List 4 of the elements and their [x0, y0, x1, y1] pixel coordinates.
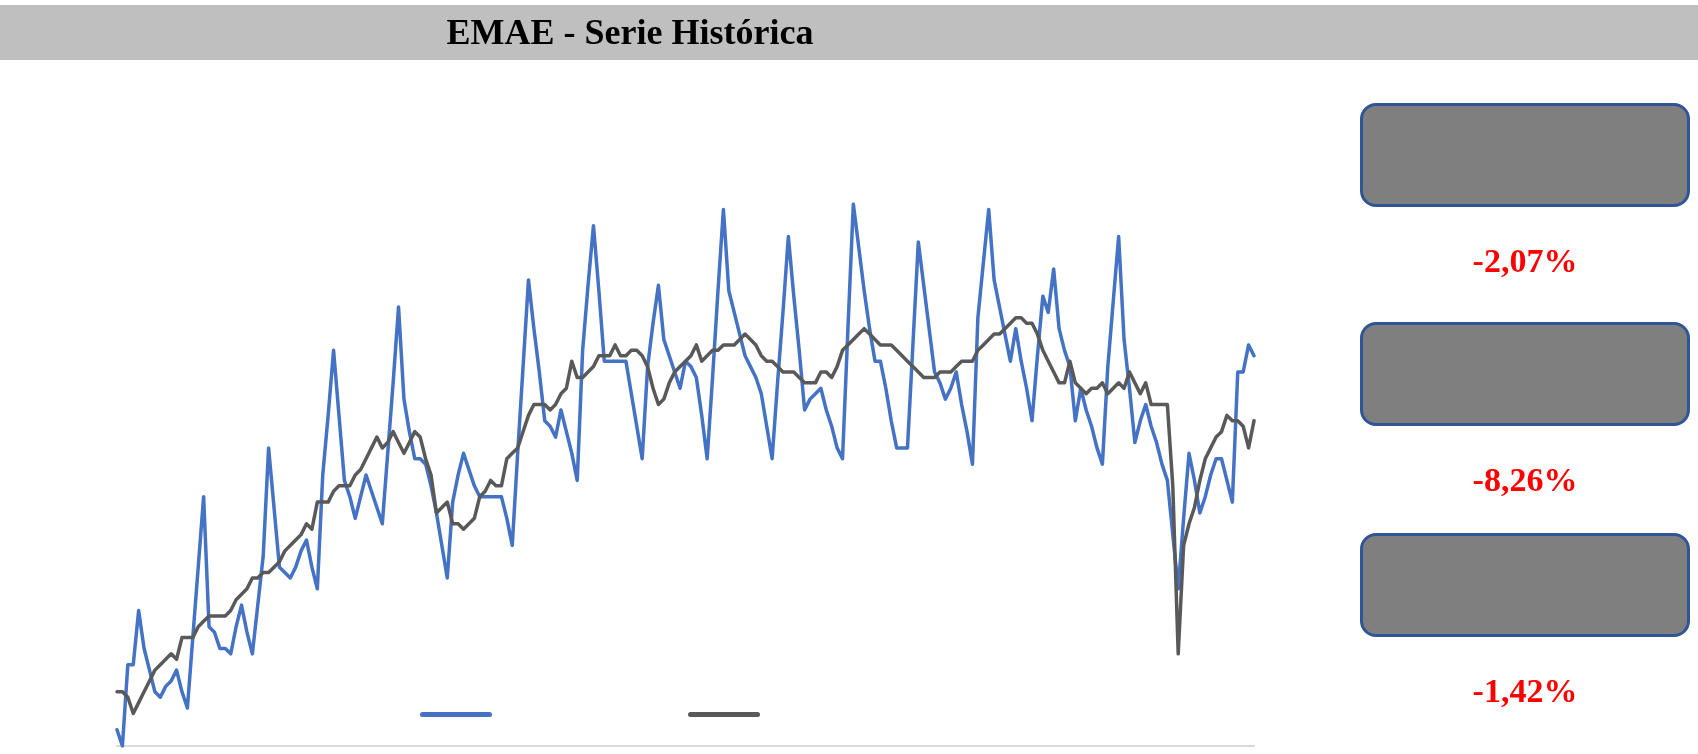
chart-title: EMAE - Serie Histórica [445, 11, 815, 54]
text: -8,26% [1471, 460, 1579, 500]
text: -2,07% [1471, 241, 1579, 281]
text: -1,42% [1471, 671, 1579, 711]
